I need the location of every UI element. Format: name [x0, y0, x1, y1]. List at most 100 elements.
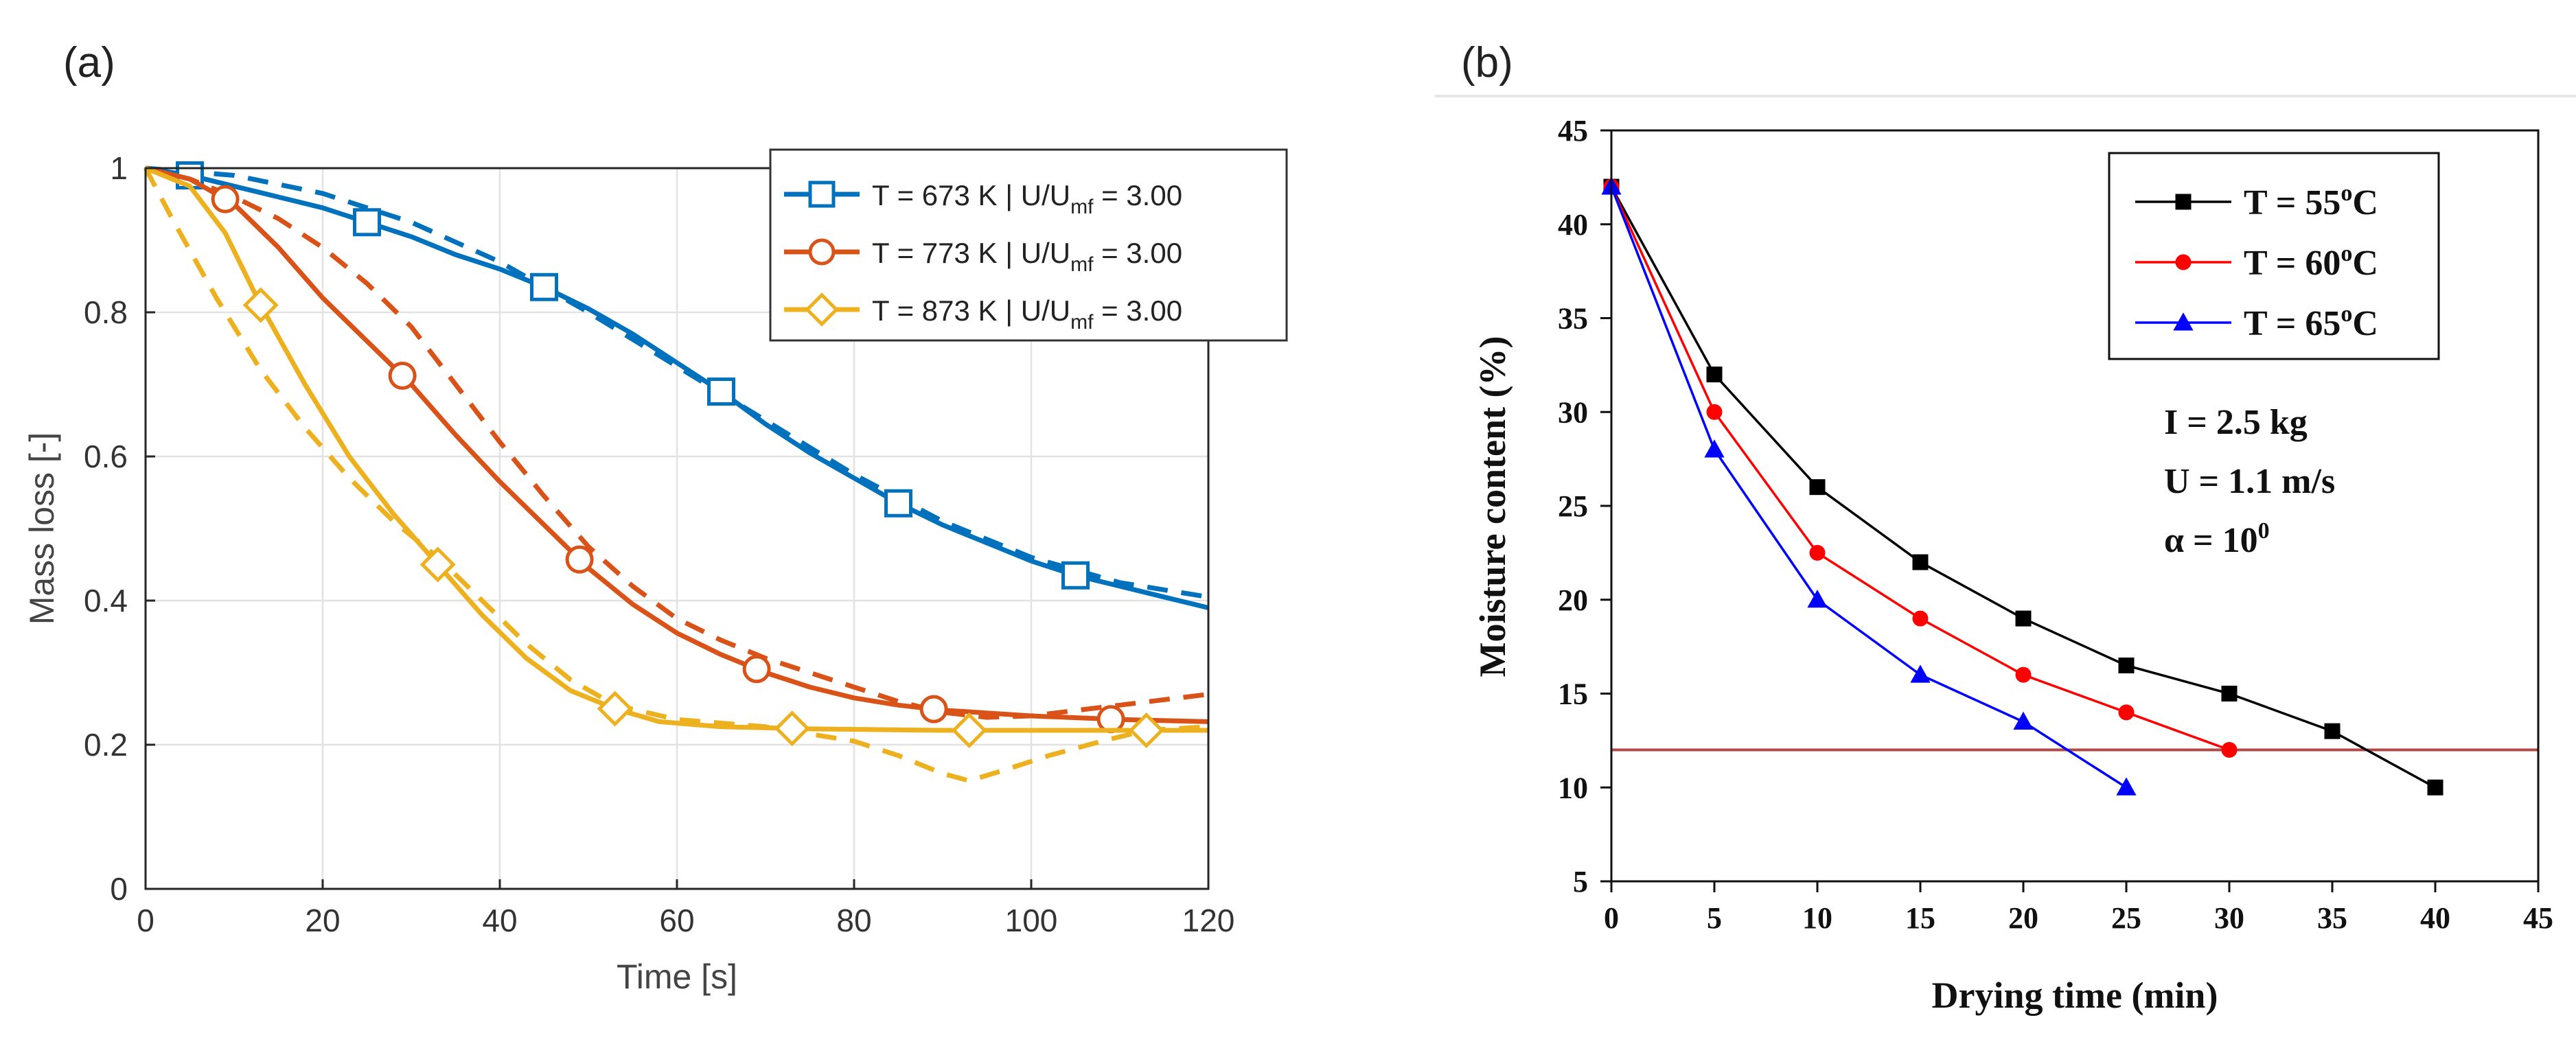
panel-a-series [143, 161, 1209, 783]
series-b-0-marker [1912, 554, 1929, 570]
series-a-0-marker [884, 489, 912, 518]
x-tick-label: 35 [2317, 901, 2347, 935]
x-tick-label: 45 [2523, 901, 2553, 935]
panel-a-ticks: 0 20 40 60 80 100 120 0 0.2 0.4 0.6 0.8 1 [84, 150, 1234, 938]
series-b-1-marker [1706, 404, 1723, 420]
series-a-0-model-dashed-line [145, 165, 1209, 600]
series-b-1-marker [2118, 704, 2135, 721]
panel-a-legend: T = 673 K | U/Umf = 3.00 T = 773 K | U/Um… [769, 148, 1288, 342]
annotation-text: I = 2.5 kg [2164, 403, 2308, 442]
legend-b-marker [2173, 312, 2194, 331]
y-tick-label: 25 [1558, 489, 1588, 523]
panel-b-label: (b) [1461, 39, 1513, 86]
legend-b-entry: T = 60oC [2244, 241, 2378, 283]
y-tick-label: 45 [1558, 114, 1588, 148]
legend-b-entry: T = 65oC [2244, 301, 2378, 343]
x-tick-label: 40 [482, 903, 517, 938]
legend-a-entry: T = 673 K | U/Umf = 3.00 [872, 179, 1182, 218]
x-tick-label: 25 [2111, 901, 2141, 935]
panel-b: (b) 0 5 10 15 20 25 30 35 40 4551015202530354045 … [1435, 39, 2576, 1016]
panel-b-annotations: I = 2.5 kg U = 1.1 m/s α = 100 [2164, 403, 2335, 560]
series-a-0-marker [353, 208, 381, 237]
panel-a-label: (a) [63, 39, 115, 86]
x-tick-label: 60 [659, 903, 694, 938]
x-tick-label: 30 [2214, 901, 2244, 935]
series-b-0-marker [2015, 610, 2032, 627]
y-tick-label: 0.2 [84, 727, 128, 763]
y-tick-label: 35 [1558, 302, 1588, 336]
x-tick-label: 15 [1905, 901, 1935, 935]
annotation-text: α = 100 [2164, 518, 2270, 560]
panel-a: (a) 0 20 40 60 80 100 120 0 0.2 0.4 0.6 0.8 1 Time [… [23, 39, 1288, 996]
panel-a-x-axis-label: Time [s] [617, 958, 737, 996]
series-a-2-marker [1128, 712, 1164, 749]
series-b-2-marker [1910, 664, 1931, 683]
x-tick-label: 80 [836, 903, 871, 938]
series-b-0 [1603, 178, 2443, 796]
y-tick-label: 0 [110, 871, 128, 907]
series-a-2-solid-line [144, 165, 1208, 733]
legend-a-entry: T = 773 K | U/Umf = 3.00 [872, 237, 1182, 276]
y-tick-label: 1 [110, 150, 128, 186]
series-b-1-marker [1912, 610, 1929, 627]
series-a-0-marker [530, 272, 558, 301]
x-tick-label: 20 [305, 903, 340, 938]
series-b-2-marker [1704, 439, 1725, 458]
series-b-2-marker [2116, 777, 2137, 796]
series-a-0-solid-line [145, 165, 1209, 610]
x-tick-label: 10 [1802, 901, 1832, 935]
series-a-0-marker [707, 378, 735, 406]
legend-b-entry: T = 55oC [2244, 181, 2378, 222]
series-a-2-marker [242, 287, 279, 323]
series-a-1 [145, 165, 1209, 734]
legend-a-entry: T = 873 K | U/Umf = 3.00 [872, 294, 1182, 334]
series-a-1-model-dashed-line [145, 165, 1209, 720]
series-b-1-marker [2221, 742, 2238, 758]
legend-b-marker [2175, 194, 2192, 210]
series-b-0-marker [1809, 479, 1826, 496]
series-b-2 [1601, 176, 2137, 796]
series-a-1-marker [211, 185, 240, 213]
series-a-2-marker [419, 546, 456, 583]
x-tick-label: 5 [1707, 901, 1722, 935]
series-b-0-marker [2221, 686, 2238, 701]
series-a-1-marker [742, 655, 771, 684]
y-tick-label: 5 [1573, 865, 1588, 898]
panel-b-legend: T = 55oC T = 60oC T = 65oC [2108, 152, 2440, 360]
series-a-1-marker [919, 695, 948, 723]
series-a-2 [143, 165, 1209, 783]
y-tick-label: 20 [1558, 583, 1588, 617]
series-b-2-marker [1807, 589, 1828, 608]
y-tick-label: 10 [1558, 771, 1588, 804]
legend-b-marker [2175, 254, 2192, 270]
y-tick-label: 40 [1558, 208, 1588, 242]
series-b-2-marker [2013, 711, 2034, 730]
x-tick-label: 120 [1182, 903, 1235, 938]
x-tick-label: 0 [137, 903, 154, 938]
series-a-2-marker [951, 712, 987, 749]
y-tick-label: 30 [1558, 395, 1588, 429]
legend-a-marker [808, 181, 836, 208]
x-tick-label: 20 [2008, 901, 2038, 935]
panel-b-y-axis-label: Moisture content (%) [1472, 336, 1513, 677]
series-b-0-marker [2118, 657, 2135, 673]
series-b-1-marker [1809, 544, 1826, 561]
series-a-1-marker [565, 545, 594, 574]
panel-b-legend-box [2108, 152, 2440, 360]
series-b-0-marker [1706, 367, 1723, 383]
series-b-0-marker [2324, 723, 2341, 739]
series-a-1-marker [1096, 705, 1125, 734]
series-b-1 [1603, 178, 2238, 758]
series-a-2-marker [597, 691, 633, 727]
y-tick-label: 0.6 [84, 439, 128, 474]
legend-a-marker [805, 292, 839, 327]
y-tick-label: 0.8 [84, 294, 128, 330]
series-a-0-marker [1061, 561, 1090, 590]
y-tick-label: 15 [1558, 677, 1588, 711]
series-b-1-marker [2015, 666, 2032, 683]
x-tick-label: 40 [2420, 901, 2450, 935]
panel-b-x-axis-label: Drying time (min) [1932, 975, 2218, 1016]
annotation-text: U = 1.1 m/s [2164, 462, 2335, 501]
